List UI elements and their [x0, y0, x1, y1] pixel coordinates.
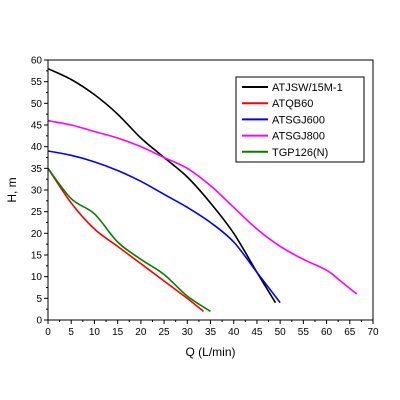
x-tick-label: 15	[112, 327, 124, 338]
x-tick-label: 35	[205, 327, 217, 338]
x-tick-label: 30	[182, 327, 194, 338]
legend-label-atqb60: ATQB60	[272, 98, 313, 110]
x-tick-label: 10	[89, 327, 101, 338]
ticks-layer: 0 5 10 15 20 25 30 35 40 45 50 55 60 65 70 0 5 10 15 20 25 30…	[31, 56, 379, 339]
x-tick-label: 40	[228, 327, 240, 338]
y-tick-label: 50	[31, 99, 43, 110]
y-tick-label: 45	[31, 121, 43, 132]
x-tick-label: 5	[68, 327, 74, 338]
x-tick-label: 55	[298, 327, 310, 338]
y-tick-label: 15	[31, 251, 43, 262]
y-tick-label: 25	[31, 207, 43, 218]
y-tick-label: 40	[31, 142, 43, 153]
y-axis-title: H, m	[5, 177, 19, 202]
y-tick-label: 10	[31, 272, 43, 283]
series-line-atsgj800	[47, 119, 358, 295]
y-tick-label: 5	[36, 294, 42, 305]
legend-label-tgp126-n: TGP126(N)	[272, 147, 328, 159]
legend-label-atsgj800: ATSGJ800	[272, 131, 325, 143]
y-tick-label: 20	[31, 229, 43, 240]
series-line-atqb60	[47, 167, 205, 312]
x-tick-label: 50	[275, 327, 287, 338]
x-tick-label: 65	[344, 327, 356, 338]
x-tick-label: 45	[251, 327, 263, 338]
x-tick-label: 0	[45, 327, 51, 338]
series-line-tgp126-n	[47, 167, 211, 313]
x-tick-label: 25	[159, 327, 171, 338]
legend-label-atsgj600: ATSGJ600	[272, 114, 325, 126]
y-tick-label: 60	[31, 56, 43, 67]
x-axis-title: Q (L/min)	[185, 345, 235, 359]
y-tick-label: 55	[31, 77, 43, 88]
plot-frame	[47, 59, 374, 321]
y-tick-label: 0	[36, 316, 42, 327]
series-layer	[47, 67, 358, 313]
y-tick-label: 35	[31, 164, 43, 175]
series-line-atsgj600	[47, 150, 281, 304]
y-tick-label: 30	[31, 186, 43, 197]
legend: ATJSW/15M-1 ATQB60 ATSGJ600 ATSGJ800 TGP126(…	[235, 76, 365, 163]
legend-label-atjsw-15m-1: ATJSW/15M-1	[272, 82, 343, 94]
x-tick-label: 20	[135, 327, 147, 338]
x-tick-label: 70	[367, 327, 379, 338]
x-tick-label: 60	[321, 327, 333, 338]
